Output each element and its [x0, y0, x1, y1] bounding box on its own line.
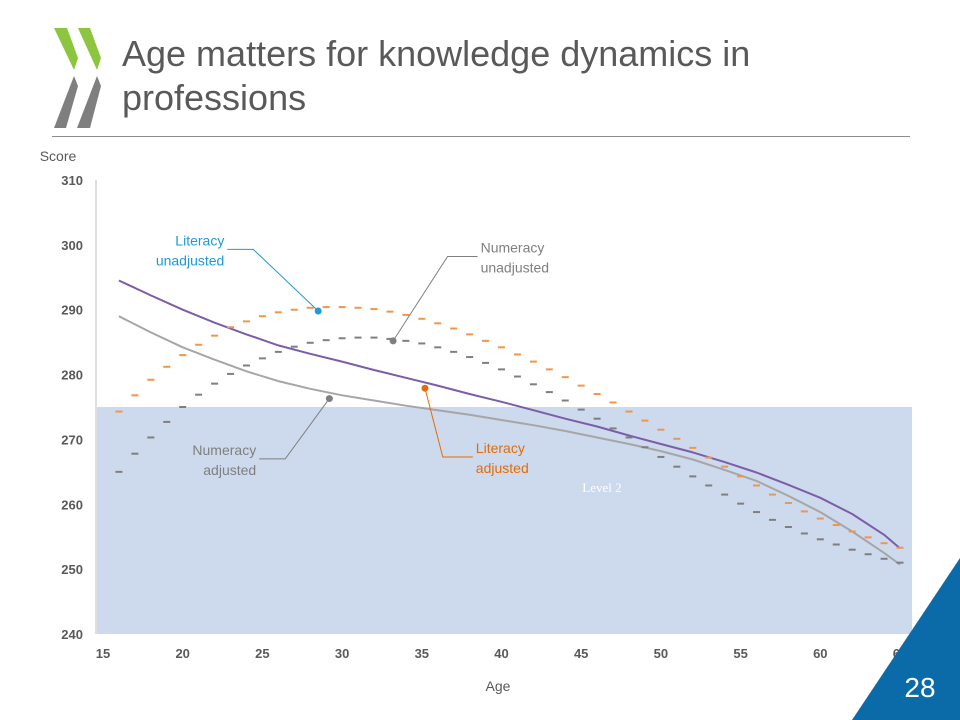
- x-tick-label: 15: [96, 646, 110, 661]
- x-tick-label: 20: [175, 646, 189, 661]
- y-tick-label: 270: [61, 432, 83, 447]
- x-tick-label: 50: [654, 646, 668, 661]
- x-tick-label: 60: [813, 646, 827, 661]
- literacy-unadjusted-callout-label: Literacy unadjusted: [156, 232, 225, 268]
- oecd-logo: [54, 28, 101, 128]
- logo-grey-chevron-right: [77, 76, 101, 128]
- y-tick-label: 260: [61, 497, 83, 512]
- logo-grey-chevron-left: [54, 76, 78, 128]
- x-axis-ticks: 15 20 25 30 35 40 45 50 55 60 65: [96, 646, 907, 661]
- logo-green-chevron-right: [78, 28, 101, 70]
- numeracy-adjusted-line: [118, 315, 901, 566]
- numeracy-unadjusted-callout-label: Numeracy unadjusted: [481, 240, 550, 276]
- slide-number: 28: [904, 672, 936, 703]
- numeracy-adjusted-callout-line: [259, 398, 330, 460]
- literacy-adjusted-line: [118, 279, 901, 550]
- y-tick-label: 300: [61, 238, 83, 253]
- x-tick-label: 35: [415, 646, 429, 661]
- y-tick-label: 240: [61, 627, 83, 642]
- slide-title: Age matters for knowledge dynamics in pr…: [122, 33, 751, 118]
- y-tick-label: 250: [61, 562, 83, 577]
- y-tick-label: 310: [61, 173, 83, 188]
- x-tick-label: 55: [733, 646, 747, 661]
- numeracy-unadjusted-callout-dot: [389, 337, 397, 345]
- x-tick-label: 65: [893, 646, 907, 661]
- series-group: [115, 279, 904, 566]
- title-divider: [52, 136, 910, 137]
- y-axis-ticks: 240 250 260 270 280 290 300 310: [61, 173, 83, 642]
- x-tick-label: 30: [335, 646, 349, 661]
- literacy-adjusted-callout-label: Literacy adjusted: [476, 440, 529, 476]
- numeracy-unadjusted-callout-line: [392, 256, 478, 342]
- y-tick-label: 280: [61, 368, 83, 383]
- numeracy-adjusted-callout-dot: [325, 395, 333, 403]
- x-axis-label: Age: [486, 678, 511, 694]
- literacy-adjusted-callout-line: [424, 388, 473, 458]
- literacy-unadjusted-callout-line: [227, 248, 319, 312]
- y-tick-label: 290: [61, 303, 83, 318]
- numeracy-adjusted-callout-label: Numeracy adjusted: [192, 442, 256, 478]
- x-tick-label: 25: [255, 646, 269, 661]
- level-2-band: [97, 407, 912, 634]
- x-tick-label: 45: [574, 646, 588, 661]
- x-tick-label: 40: [494, 646, 508, 661]
- literacy-adjusted-callout-dot: [421, 384, 429, 392]
- literacy-unadjusted-callout-dot: [314, 307, 322, 315]
- logo-green-chevron-left: [54, 28, 78, 70]
- band-label: Level 2: [582, 480, 621, 495]
- y-axis-label: Score: [40, 148, 77, 164]
- annotations-group: Literacy unadjusted Numeracy unadjusted Lite…: [156, 232, 549, 477]
